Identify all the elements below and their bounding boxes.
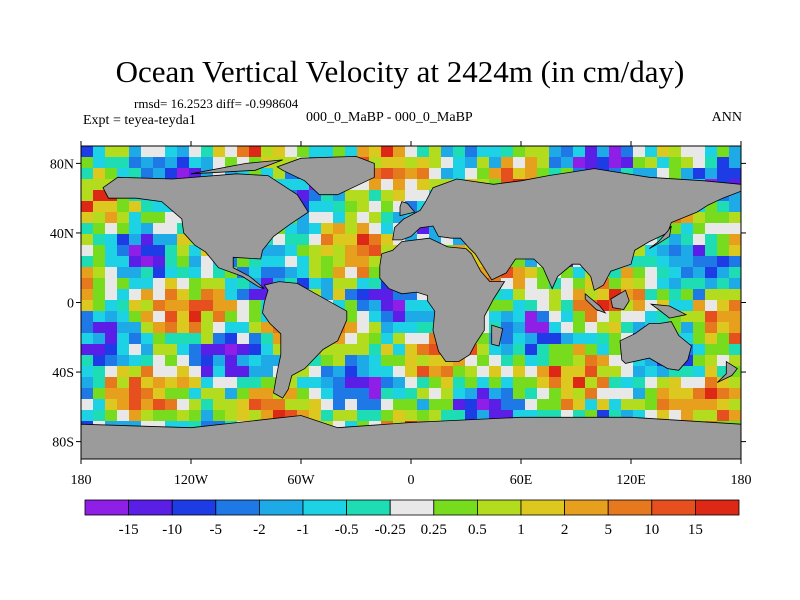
y-tick-label: 0 — [67, 297, 74, 312]
colorbar: -15 -10 -5 -2 -1 -0.5 -0.25 0.25 0.5 1 2 5 10 15 — [84, 499, 740, 538]
colorbar-swatch — [695, 499, 740, 516]
colorbar-label: 10 — [644, 522, 659, 538]
colorbar-label: -15 — [119, 522, 139, 538]
colorbar-swatch — [171, 499, 217, 516]
colorbar-swatch — [476, 499, 522, 516]
colorbar-label: 1 — [517, 522, 525, 538]
x-tick-label: 120W — [174, 473, 209, 488]
landmass-south-america — [262, 281, 348, 399]
landmass-antarctica — [81, 415, 741, 459]
x-axis: 180 120W 60W 0 60E 120E 180 — [71, 141, 752, 488]
colorbar-swatch — [302, 499, 347, 516]
colorbar-label: -1 — [297, 522, 310, 538]
experiment-label: Expt = teyea-teyda1 — [83, 113, 196, 128]
landmass-arctic-islands — [190, 159, 283, 175]
colorbar-swatch — [389, 499, 435, 516]
landmass-north-america — [102, 173, 309, 289]
land-mask — [81, 155, 741, 459]
colorbar-label: -5 — [210, 522, 223, 538]
landmass-new-guinea — [649, 303, 688, 319]
colorbar-swatch — [128, 499, 173, 516]
colorbar-label: -10 — [162, 522, 182, 538]
colorbar-label: -0.5 — [335, 522, 359, 538]
comparison-label: 000_0_MaBP - 000_0_MaBP — [306, 110, 473, 125]
x-tick-label: 180 — [71, 473, 92, 488]
colorbar-label: 5 — [604, 522, 612, 538]
colorbar-swatch — [346, 499, 391, 516]
landmass-sumatra — [584, 292, 607, 314]
landmass-borneo — [610, 289, 630, 310]
colorbar-swatch — [651, 499, 696, 516]
colorbar-label: -2 — [253, 522, 266, 538]
landmass-africa — [379, 237, 506, 363]
colorbar-swatch — [607, 499, 653, 516]
colorbar-label: -0.25 — [375, 522, 406, 538]
x-tick-label: 180 — [731, 473, 752, 488]
y-axis: 80N 40N 0 40S 80S — [50, 157, 746, 451]
stats-line: rmsd= 16.2523 diff= -0.998604 — [134, 96, 299, 111]
landmass-madagascar — [491, 324, 504, 347]
y-tick-label: 80S — [52, 436, 74, 451]
colorbar-label: 2 — [561, 522, 569, 538]
season-label: ANN — [711, 110, 742, 125]
landmass-new-zealand — [716, 360, 738, 383]
colorbar-label: 0.5 — [468, 522, 487, 538]
colorbar-swatch — [564, 499, 609, 516]
y-tick-label: 80N — [50, 157, 74, 172]
colorbar-swatch — [215, 499, 260, 516]
chart-title: Ocean Vertical Velocity at 2424m (in cm/… — [115, 54, 685, 89]
colorbar-swatch — [520, 499, 565, 516]
colorbar-swatch — [258, 499, 304, 516]
landmass-greenland — [276, 155, 375, 196]
colorbar-swatch — [433, 499, 478, 516]
landmass-japan — [649, 225, 672, 249]
y-tick-label: 40S — [52, 366, 74, 381]
colorbar-label: 15 — [688, 522, 703, 538]
landmass-australia — [619, 321, 692, 371]
x-tick-label: 120E — [616, 473, 646, 488]
x-tick-label: 60W — [287, 473, 315, 488]
y-tick-label: 40N — [50, 227, 74, 242]
colorbar-label: 0.25 — [421, 522, 447, 538]
x-tick-label: 0 — [408, 473, 415, 488]
landmass-eurasia — [392, 168, 741, 291]
landmass-british-isles — [399, 201, 416, 217]
colorbar-swatch — [84, 499, 129, 516]
x-tick-label: 60E — [510, 473, 533, 488]
